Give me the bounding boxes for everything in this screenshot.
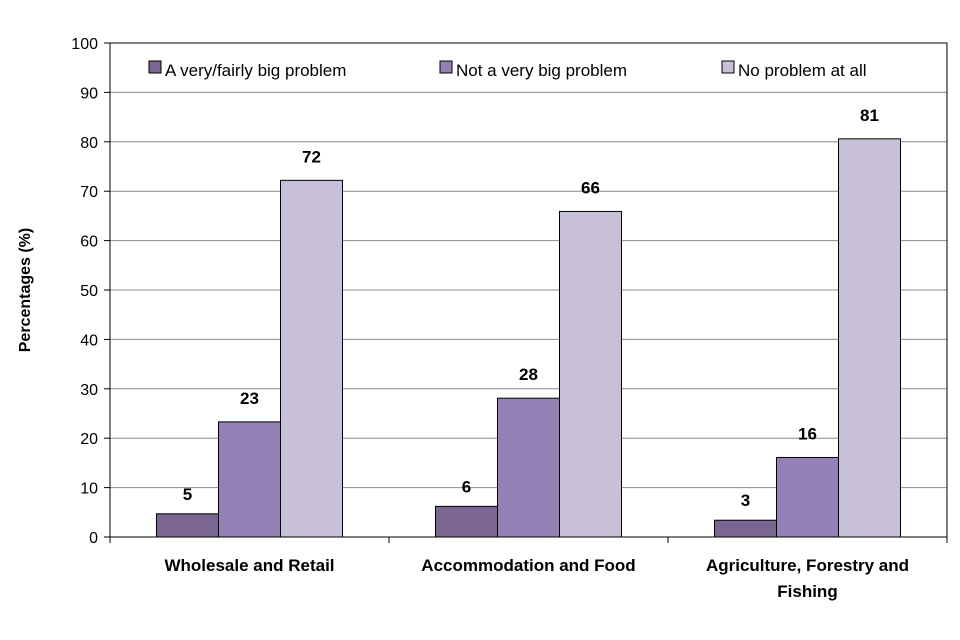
x-axis: Wholesale and Retail Accommodation and Fo… — [109, 537, 948, 601]
data-label: 6 — [462, 477, 471, 496]
bar — [776, 456, 839, 538]
data-label: 23 — [240, 389, 259, 408]
data-label: 3 — [741, 491, 750, 510]
data-label: 28 — [519, 365, 538, 384]
y-tick-label: 90 — [80, 85, 98, 102]
legend-swatch — [721, 60, 735, 74]
data-label: 5 — [183, 485, 192, 504]
y-axis: 0 10 20 30 40 50 60 70 80 90 100 — [71, 36, 948, 547]
bar — [156, 513, 219, 538]
legend: A very/fairly big problem Not a very big … — [148, 60, 867, 80]
y-tick-label: 70 — [80, 184, 98, 201]
legend-label: No problem at all — [738, 61, 867, 80]
bar — [714, 519, 777, 538]
bar — [559, 210, 622, 538]
data-label: 66 — [581, 178, 600, 197]
y-tick-label: 60 — [80, 234, 98, 251]
bars — [156, 138, 901, 538]
bar — [838, 138, 901, 538]
legend-label: A very/fairly big problem — [165, 61, 346, 80]
data-labels: 5 6 3 23 28 16 72 66 81 — [183, 106, 879, 510]
y-tick-label: 100 — [71, 36, 98, 53]
y-tick-label: 40 — [80, 332, 98, 349]
bar — [435, 505, 498, 538]
x-tick-label: Wholesale and Retail — [164, 556, 334, 575]
data-label: 16 — [798, 424, 817, 443]
data-label: 81 — [860, 106, 879, 125]
x-tick-label: Fishing — [777, 582, 837, 601]
y-tick-label: 80 — [80, 135, 98, 152]
x-tick-label: Agriculture, Forestry and — [706, 556, 909, 575]
y-tick-label: 0 — [89, 530, 98, 547]
data-label: 72 — [302, 147, 321, 166]
bar — [280, 179, 343, 538]
legend-swatch — [439, 60, 453, 74]
bar — [218, 421, 281, 538]
y-axis-title: Percentages (%) — [17, 228, 34, 353]
y-tick-label: 50 — [80, 283, 98, 300]
y-tick-label: 20 — [80, 431, 98, 448]
y-tick-label: 30 — [80, 382, 98, 399]
y-tick-label: 10 — [80, 481, 98, 498]
x-tick-label: Accommodation and Food — [421, 556, 635, 575]
bar — [497, 397, 560, 538]
legend-swatch — [148, 60, 162, 74]
legend-label: Not a very big problem — [456, 61, 627, 80]
